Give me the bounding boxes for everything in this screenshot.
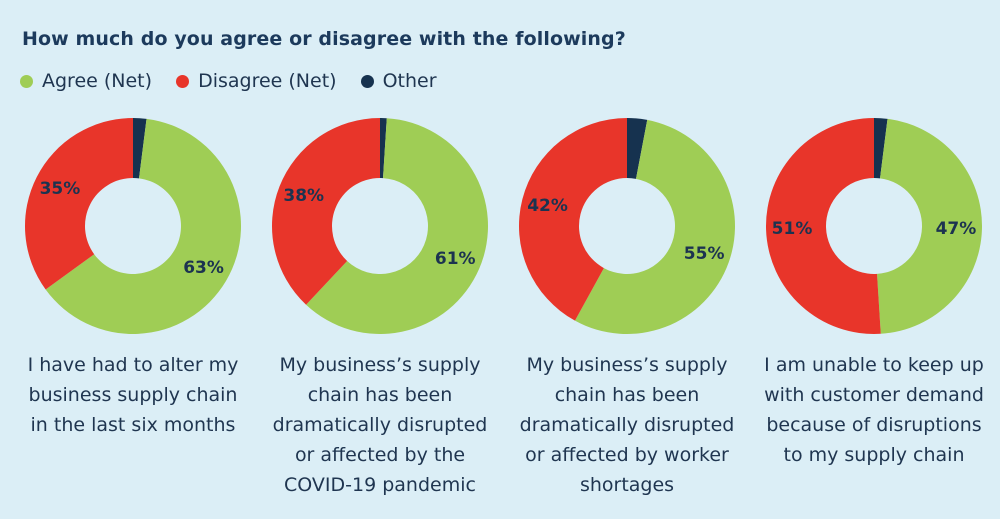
donut-svg bbox=[24, 118, 241, 334]
donut-slice-other bbox=[874, 118, 888, 179]
caption-line: dramatically disrupted bbox=[272, 414, 488, 436]
donut-chart: 63% 35% I have had to alter my business sup… bbox=[8, 118, 258, 518]
legend-item-agree: Agree (Net) bbox=[20, 70, 152, 92]
caption-line: business supply chain bbox=[28, 384, 238, 406]
data-label-agree: 63% bbox=[183, 257, 224, 278]
caption-line: or affected by the bbox=[294, 444, 466, 466]
data-label-disagree: 51% bbox=[771, 218, 813, 239]
legend-swatch-other bbox=[360, 74, 374, 88]
caption-line: I am unable to keep up bbox=[764, 354, 984, 376]
legend-label-agree: Agree (Net) bbox=[42, 70, 153, 92]
donut-svg bbox=[272, 118, 488, 335]
data-label-agree: 61% bbox=[434, 248, 476, 269]
donut-slice-other bbox=[627, 118, 648, 179]
donut-chart: 47% 51% I am unable to keep up with custome… bbox=[749, 118, 999, 518]
donut-slice-agree bbox=[574, 119, 735, 334]
donut-slice-agree bbox=[306, 118, 488, 335]
chart-title: How much do you agree or disagree with t… bbox=[22, 28, 626, 50]
chart-caption: My business’s supply chain has been dramat… bbox=[255, 350, 505, 500]
caption-line: dramatically disrupted bbox=[519, 414, 735, 436]
caption-line: COVID-19 pandemic bbox=[284, 474, 476, 496]
caption-line: My business’s supply bbox=[279, 354, 481, 376]
donut-slice-disagree bbox=[765, 118, 881, 334]
chart-caption: I have had to alter my business supply ch… bbox=[8, 350, 258, 440]
donut-slice-other bbox=[133, 118, 147, 179]
data-label-agree: 55% bbox=[683, 243, 725, 264]
donut-slice-agree bbox=[877, 118, 982, 334]
legend-label-disagree: Disagree (Net) bbox=[198, 70, 337, 92]
caption-line: with customer demand bbox=[764, 384, 984, 406]
legend-label-other: Other bbox=[382, 70, 437, 92]
caption-line: because of disruptions bbox=[766, 414, 982, 436]
donut-chart: 55% 42% My business’s supply chain has been… bbox=[502, 118, 752, 518]
caption-line: chain has been bbox=[554, 384, 700, 406]
data-label-disagree: 35% bbox=[39, 178, 81, 199]
donut-slice-disagree bbox=[24, 118, 134, 290]
data-label-disagree: 42% bbox=[527, 195, 568, 216]
data-label-agree: 47% bbox=[935, 218, 977, 239]
legend-item-other: Other bbox=[360, 70, 437, 92]
data-label-disagree: 38% bbox=[283, 185, 325, 206]
donut-chart: 61% 38% My business’s supply chain has been… bbox=[255, 118, 505, 518]
legend-item-disagree: Disagree (Net) bbox=[176, 70, 337, 92]
caption-line: shortages bbox=[579, 474, 675, 496]
donut-slice-other bbox=[380, 118, 387, 179]
donut-slice-agree bbox=[45, 118, 241, 334]
donut-svg bbox=[765, 118, 982, 334]
donut-slice-disagree bbox=[519, 118, 627, 321]
donut-svg bbox=[519, 118, 735, 334]
caption-line: chain has been bbox=[307, 384, 453, 406]
caption-line: or affected by worker bbox=[525, 444, 729, 466]
legend: Agree (Net) Disagree (Net) Other bbox=[20, 70, 461, 92]
legend-swatch-agree bbox=[20, 74, 33, 88]
chart-caption: I am unable to keep up with customer dema… bbox=[749, 350, 999, 470]
donut-slice-disagree bbox=[272, 118, 380, 305]
caption-line: to my supply chain bbox=[783, 444, 965, 466]
caption-line: I have had to alter my bbox=[27, 354, 239, 376]
caption-line: in the last six months bbox=[30, 414, 236, 436]
legend-swatch-disagree bbox=[176, 74, 190, 88]
chart-caption: My business’s supply chain has been dramat… bbox=[502, 350, 752, 500]
caption-line: My business’s supply bbox=[526, 354, 728, 376]
